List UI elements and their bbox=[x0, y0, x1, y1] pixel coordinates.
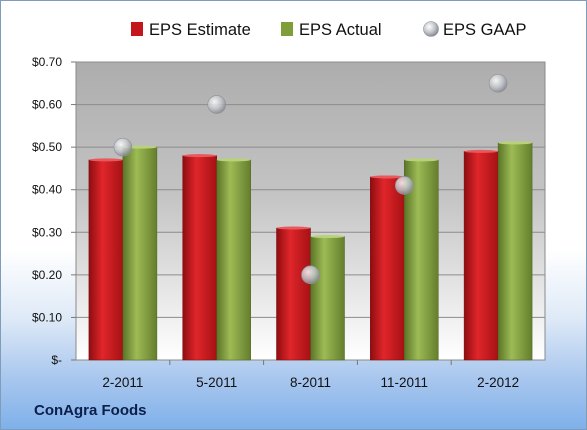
bar-eps-actual bbox=[497, 142, 533, 361]
x-tick-label: 8-2011 bbox=[290, 375, 331, 390]
bar-eps-estimate-top bbox=[370, 175, 405, 179]
y-axis: $- $0.10 $0.20 $0.30 $0.40 $0.50 $0.60 $0.70 bbox=[32, 55, 76, 367]
bar-eps-estimate bbox=[88, 159, 124, 361]
legend-label: EPS GAAP bbox=[443, 21, 526, 39]
x-tick-label: 2-2012 bbox=[477, 375, 519, 390]
bar-eps-estimate-top bbox=[88, 158, 123, 162]
legend-label: EPS Actual bbox=[299, 21, 382, 39]
legend-swatch bbox=[423, 21, 439, 37]
bar-eps-actual bbox=[122, 146, 158, 361]
y-tick-label: $0.50 bbox=[32, 140, 62, 154]
bars bbox=[88, 141, 533, 361]
bar-eps-actual-top bbox=[498, 141, 533, 145]
bar-eps-estimate bbox=[276, 227, 311, 361]
y-tick-label: $- bbox=[51, 353, 62, 367]
bar-eps-actual-top bbox=[216, 158, 251, 162]
point-eps-gaap bbox=[394, 176, 414, 195]
legend-label: EPS Estimate bbox=[149, 21, 251, 39]
bar-eps-estimate-top bbox=[182, 154, 217, 158]
x-tick-label: 11-2011 bbox=[381, 375, 429, 390]
bar-eps-estimate bbox=[182, 155, 217, 361]
bar-eps-estimate bbox=[370, 176, 405, 361]
legend-swatch bbox=[131, 22, 143, 36]
y-tick-label: $0.40 bbox=[32, 183, 62, 197]
x-tick-label: 5-2011 bbox=[196, 375, 237, 390]
bar-eps-estimate-top bbox=[464, 149, 499, 153]
y-tick-label: $0.10 bbox=[32, 310, 62, 324]
x-axis: 2-2011 5-2011 8-2011 11-2011 2-2012 bbox=[102, 360, 519, 390]
bar-eps-estimate bbox=[463, 151, 499, 361]
gaap-points bbox=[113, 73, 508, 285]
point-eps-gaap bbox=[488, 73, 508, 93]
bar-eps-estimate-top bbox=[276, 226, 311, 230]
bar-eps-actual bbox=[216, 159, 251, 361]
point-eps-gaap bbox=[113, 137, 133, 157]
point-eps-gaap bbox=[301, 265, 320, 285]
bar-eps-actual-top bbox=[404, 158, 439, 162]
point-eps-gaap bbox=[207, 95, 226, 114]
y-tick-label: $0.30 bbox=[32, 225, 62, 239]
y-tick-label: $0.70 bbox=[32, 55, 62, 69]
bar-eps-actual-top bbox=[310, 235, 345, 239]
company-name: ConAgra Foods bbox=[34, 402, 147, 419]
y-tick-label: $0.60 bbox=[32, 98, 62, 112]
bar-eps-actual bbox=[310, 236, 345, 361]
x-tick-label: 2-2011 bbox=[102, 375, 143, 390]
legend-swatch bbox=[281, 22, 293, 36]
legend: EPS Estimate EPS Actual EPS GAAP bbox=[131, 21, 526, 39]
y-tick-label: $0.20 bbox=[32, 268, 62, 282]
